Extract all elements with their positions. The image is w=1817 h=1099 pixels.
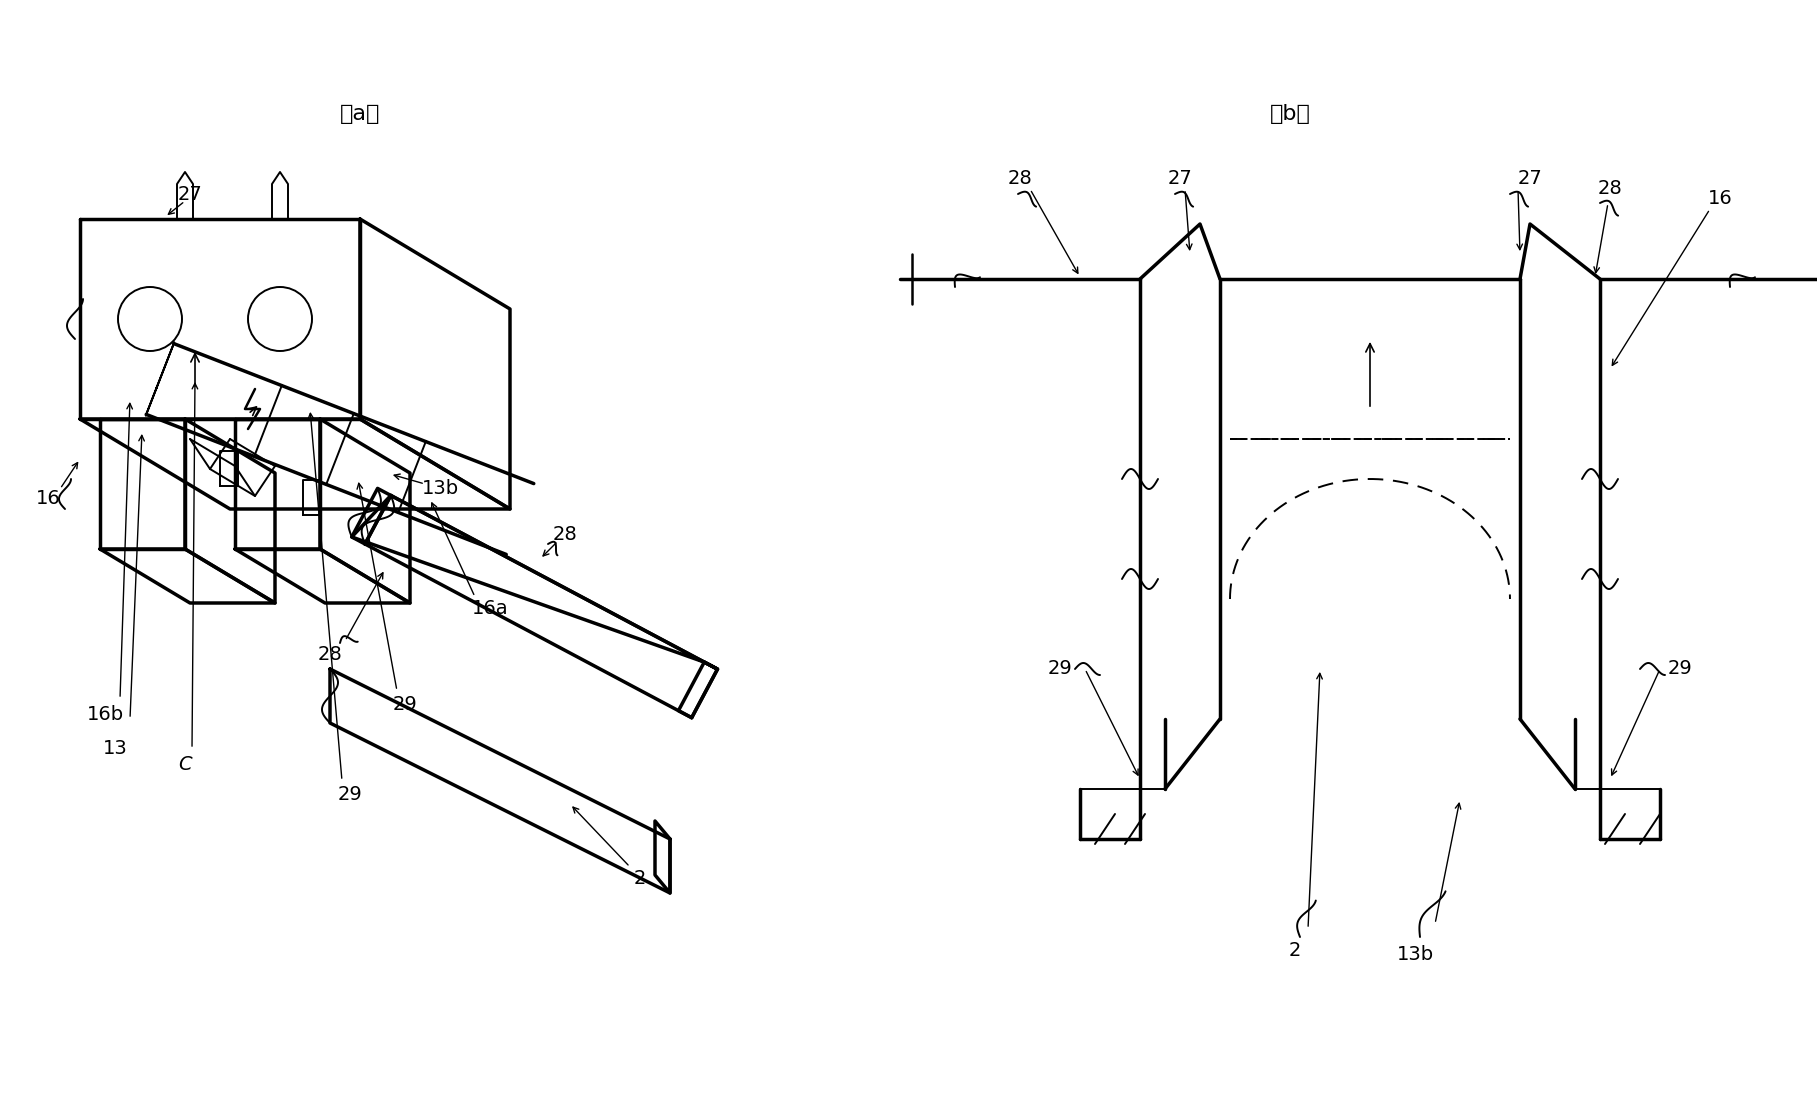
Text: （b）: （b） [1270, 104, 1310, 124]
Text: 2: 2 [634, 869, 647, 888]
Text: 27: 27 [1517, 169, 1543, 189]
Text: 16b: 16b [87, 704, 124, 723]
Text: 13b: 13b [1397, 944, 1434, 964]
Text: 28: 28 [318, 644, 342, 664]
Text: 28: 28 [1008, 169, 1032, 189]
Text: 28: 28 [552, 524, 578, 544]
Text: 29: 29 [1048, 659, 1072, 678]
Text: 29: 29 [1668, 659, 1692, 678]
Text: （a）: （a） [340, 104, 380, 124]
Text: 16: 16 [1708, 189, 1732, 209]
Text: C: C [178, 755, 193, 774]
Text: 28: 28 [1597, 179, 1623, 199]
Text: 16: 16 [36, 489, 60, 509]
Text: 29: 29 [392, 695, 418, 713]
Text: 13: 13 [102, 740, 127, 758]
Text: 13b: 13b [422, 479, 458, 499]
Text: 16a: 16a [472, 599, 509, 619]
Text: 29: 29 [338, 785, 362, 803]
Text: 27: 27 [1168, 169, 1192, 189]
Text: 27: 27 [178, 185, 202, 203]
Text: 2: 2 [1288, 942, 1301, 961]
